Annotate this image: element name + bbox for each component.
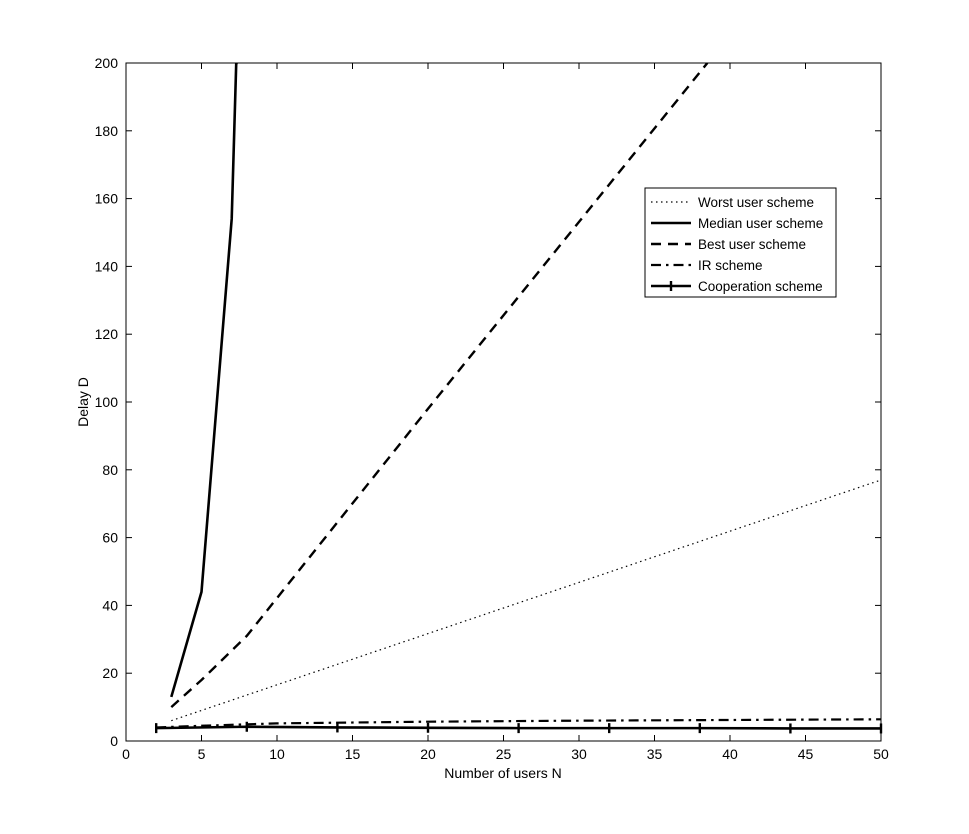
x-tick-label: 35 [647,746,663,762]
legend-label-4: IR scheme [698,258,763,273]
y-tick-label: 200 [95,55,119,71]
legend-label-2: Median user scheme [698,216,823,231]
x-tick-label: 15 [345,746,361,762]
legend: Worst user scheme Median user scheme Best … [644,187,837,298]
x-tick-label: 20 [420,746,436,762]
x-tick-label: 5 [198,746,206,762]
plot-background [126,63,881,741]
x-tick-label: 30 [571,746,587,762]
y-tick-label: 120 [95,326,119,342]
series-line-3 [170,63,709,708]
y-tick-label: 60 [102,530,118,546]
legend-label-1: Worst user scheme [698,195,814,210]
legend-label-5: Cooperation scheme [698,279,823,294]
y-tick-label: 40 [102,597,118,613]
x-tick-label: 45 [798,746,814,762]
tick-labels: 0 5 10 15 20 25 30 35 40 45 50 0 20 40 60 80 100 120 140 16… [95,55,889,762]
x-tick-label: 50 [873,746,889,762]
y-tick-label: 80 [102,462,118,478]
y-tick-label: 20 [102,665,118,681]
plot-frame [125,62,882,742]
x-tick-label: 40 [722,746,738,762]
y-tick-label: 180 [95,123,119,139]
series-layer [154,63,883,734]
y-tick-label: 140 [95,258,119,274]
legend-box [644,187,837,298]
x-tick-label: 10 [269,746,285,762]
y-tick-label: 160 [95,191,119,207]
legend-label-3: Best user scheme [698,237,806,252]
x-tick-label: 25 [496,746,512,762]
y-tick-label: 100 [95,394,119,410]
series-line-4 [156,718,881,729]
y-axis-label: Delay D [75,377,91,427]
x-tick-label: 0 [122,746,130,762]
y-tick-label: 0 [110,733,118,749]
x-axis-label: Number of users N [444,765,561,781]
series-line-2 [170,63,238,698]
